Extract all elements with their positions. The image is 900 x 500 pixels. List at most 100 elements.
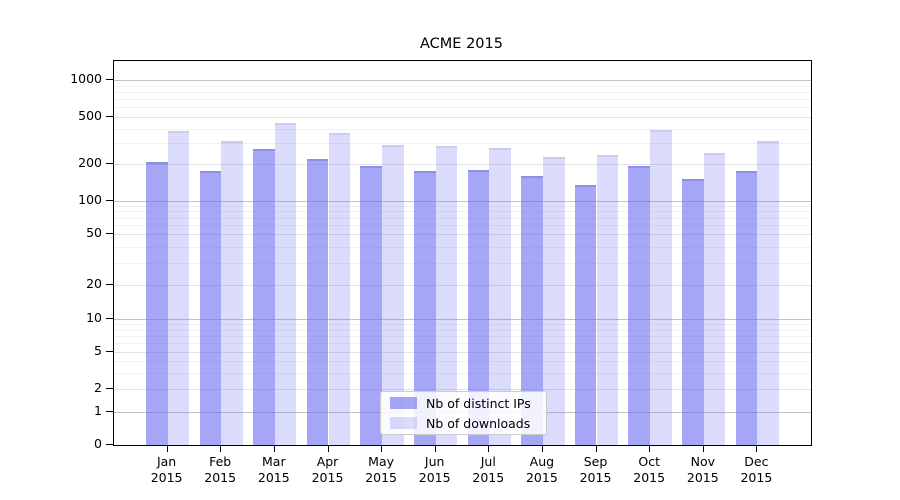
x-tick-label-oct: Oct 2015	[619, 454, 679, 485]
gridline-100	[114, 201, 811, 202]
y-tick-200	[106, 163, 113, 164]
bar-oct-nb-of-distinct-ips	[628, 165, 651, 445]
bar-may-nb-of-downloads	[382, 145, 404, 445]
x-tick-label-year-feb: 2015	[204, 469, 237, 485]
x-tick-label-year-sep: 2015	[579, 469, 612, 485]
bar-aug-nb-of-downloads	[542, 156, 565, 445]
gridline-80	[114, 211, 811, 212]
bar-feb-nb-of-downloads	[221, 140, 243, 445]
y-tick-2	[106, 388, 113, 389]
x-tick-jan	[166, 445, 168, 452]
gridline-3	[114, 373, 811, 374]
gridline-800	[114, 92, 811, 93]
bar-mar-nb-of-distinct-ips	[253, 148, 275, 445]
x-tick-label-month-mar: Mar	[262, 454, 286, 469]
x-tick-apr	[327, 445, 329, 452]
bar-jan-nb-of-downloads	[167, 130, 190, 445]
x-tick-feb	[220, 445, 222, 452]
y-tick-label-500: 500	[78, 108, 102, 123]
gridline-10	[114, 319, 811, 320]
x-tick-label-month-dec: Dec	[744, 454, 769, 469]
y-tick-500	[106, 116, 113, 117]
x-tick-label-dec: Dec 2015	[726, 454, 786, 485]
y-tick-label-200: 200	[78, 155, 102, 171]
gridline-500	[114, 117, 811, 118]
x-tick-label-jul: Jul 2015	[458, 454, 518, 485]
bar-sep-nb-of-downloads	[596, 154, 619, 445]
x-tick-label-month-feb: Feb	[209, 454, 232, 469]
y-tick-label-1: 1	[94, 402, 102, 418]
gridline-4	[114, 361, 811, 362]
x-tick-nov	[702, 445, 704, 452]
plot-area	[113, 60, 812, 446]
gridline-700	[114, 99, 811, 100]
gridline-200	[114, 164, 811, 165]
x-tick-label-year-jul: 2015	[472, 469, 505, 485]
bar-apr-nb-of-distinct-ips	[306, 158, 329, 445]
bar-dec-nb-of-downloads	[757, 140, 780, 445]
gridline-70	[114, 218, 811, 219]
chart-title: ACME 2015	[420, 36, 503, 52]
bar-sep-nb-of-distinct-ips	[574, 184, 597, 445]
legend-swatch-icon-nb-of-distinct-ips	[390, 397, 417, 409]
y-tick-1	[106, 411, 113, 412]
x-tick-label-year-jun: 2015	[418, 469, 451, 485]
y-tick-label-2: 2	[94, 380, 102, 396]
bar-jul-nb-of-downloads	[489, 148, 511, 445]
x-tick-label-year-aug: 2015	[525, 469, 558, 485]
x-tick-dec	[756, 445, 758, 452]
legend-item-nb-of-downloads: Nb of downloads	[381, 415, 546, 432]
y-tick-label-1000: 1000	[70, 71, 102, 86]
gridline-400	[114, 129, 811, 130]
gridline-6	[114, 343, 811, 344]
gridline-1000	[114, 80, 811, 81]
gridline-2	[114, 389, 811, 390]
y-tick-1000	[106, 79, 113, 80]
y-tick-label-5: 5	[94, 342, 102, 358]
bar-nov-nb-of-distinct-ips	[682, 179, 704, 445]
x-tick-may	[381, 445, 383, 452]
y-tick-5	[106, 351, 113, 352]
x-tick-label-month-apr: Apr	[316, 454, 339, 469]
legend: Nb of distinct IPs Nb of downloads	[380, 391, 547, 435]
legend-swatch-icon-nb-of-downloads	[390, 417, 417, 429]
x-tick-label-month-sep: Sep	[583, 454, 608, 469]
x-tick-oct	[649, 445, 651, 452]
x-tick-label-nov: Nov 2015	[673, 454, 733, 485]
bar-jul-nb-of-distinct-ips	[467, 170, 490, 445]
x-tick-label-jun: Jun 2015	[405, 454, 465, 485]
gridline-5	[114, 352, 811, 353]
y-tick-20	[106, 284, 113, 285]
y-tick-label-0: 0	[94, 436, 102, 451]
y-tick-0	[106, 444, 113, 445]
x-tick-label-sep: Sep 2015	[566, 454, 626, 485]
bar-nov-nb-of-downloads	[703, 153, 726, 445]
gridline-50	[114, 234, 811, 235]
y-tick-50	[106, 233, 113, 234]
legend-item-nb-of-distinct-ips: Nb of distinct IPs	[381, 395, 546, 412]
x-tick-label-month-jan: Jan	[156, 454, 177, 469]
gridline-9	[114, 324, 811, 325]
x-tick-jul	[488, 445, 490, 452]
y-tick-label-100: 100	[78, 191, 102, 207]
x-tick-aug	[541, 445, 543, 452]
y-tick-label-10: 10	[86, 310, 102, 326]
x-tick-label-year-nov: 2015	[686, 469, 719, 485]
gridline-90	[114, 206, 811, 207]
bar-jun-nb-of-distinct-ips	[414, 170, 436, 445]
gridline-60	[114, 225, 811, 226]
x-tick-label-jan: Jan 2015	[137, 454, 197, 485]
gridline-300	[114, 143, 811, 144]
x-tick-label-month-may: May	[368, 454, 395, 469]
x-tick-mar	[273, 445, 275, 452]
x-tick-label-month-aug: Aug	[529, 454, 555, 469]
bar-jun-nb-of-downloads	[435, 146, 458, 445]
legend-label-nb-of-distinct-ips: Nb of distinct IPs	[426, 395, 531, 411]
y-tick-100	[106, 200, 113, 201]
x-tick-label-feb: Feb 2015	[190, 454, 250, 485]
bar-may-nb-of-distinct-ips	[360, 166, 383, 445]
y-tick-10	[106, 318, 113, 319]
x-tick-label-year-oct: 2015	[633, 469, 666, 485]
x-tick-label-year-jan: 2015	[150, 469, 183, 485]
